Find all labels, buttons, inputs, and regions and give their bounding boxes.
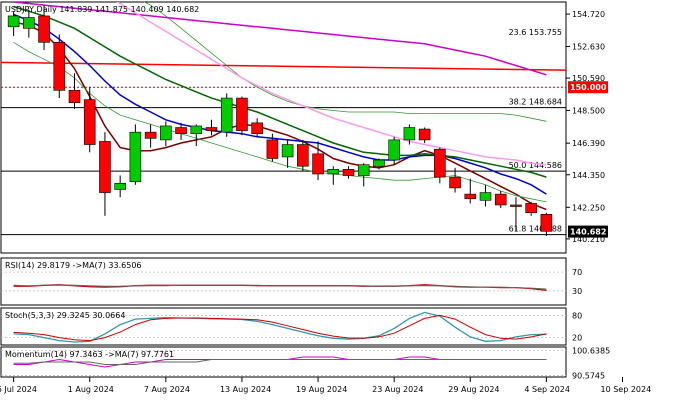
candle-body-35 bbox=[540, 213, 553, 232]
momentum-frame bbox=[0, 346, 567, 378]
stoch-tick-label-1: 20 bbox=[572, 334, 582, 343]
price-tick-label-1: 152.630 bbox=[572, 42, 605, 51]
candle-body-5 bbox=[83, 99, 96, 145]
price-panel-frame bbox=[0, 1, 567, 254]
stoch-tick-label-0: 80 bbox=[572, 311, 582, 320]
level-label-1: 38.2 148.684 bbox=[509, 98, 562, 107]
candle-body-23 bbox=[357, 164, 370, 176]
momentum-ma-values-line bbox=[13, 359, 547, 365]
candle-body-24 bbox=[373, 159, 385, 167]
rsi-tick-label-1: 30 bbox=[572, 287, 582, 296]
moving-average-line-2 bbox=[13, 5, 547, 178]
candle-body-33 bbox=[510, 204, 522, 207]
rsi-frame bbox=[0, 257, 567, 306]
bollinger-upper-line bbox=[143, 2, 547, 122]
x-tick-label-3: 13 Aug 2024 bbox=[220, 385, 271, 394]
last-price-tag-box bbox=[568, 225, 608, 238]
candle-body-21 bbox=[327, 169, 340, 175]
price-tick-label-6: 142.250 bbox=[572, 203, 605, 212]
candle-body-7 bbox=[114, 182, 126, 190]
resistance-line bbox=[0, 61, 567, 71]
candle-body-22 bbox=[342, 169, 355, 176]
moving-average-line-5 bbox=[13, 41, 547, 203]
price-series-group bbox=[7, 2, 553, 236]
candle-body-16 bbox=[251, 122, 263, 134]
candle-body-3 bbox=[53, 41, 66, 91]
candle-body-32 bbox=[494, 193, 507, 206]
rsi-ma-values-line bbox=[13, 284, 547, 290]
x-tick-label-7: 4 Sep 2024 bbox=[524, 385, 570, 394]
level-150-tag-label: 150.000 bbox=[570, 83, 607, 92]
level-150-tag-box bbox=[568, 81, 608, 94]
fib-top-label: 23.6 153.755 bbox=[509, 28, 562, 37]
last-price-tag-label: 140.682 bbox=[570, 228, 606, 237]
stoch-title: Stoch(5,3,3) 29.3245 30.0664 bbox=[5, 311, 125, 320]
candle-body-6 bbox=[99, 141, 111, 193]
candle-body-15 bbox=[236, 97, 248, 131]
x-tick-label-5: 23 Aug 2024 bbox=[372, 385, 423, 394]
momentum-tick-label-0: 100.6385 bbox=[572, 346, 610, 355]
candle-body-13 bbox=[205, 127, 218, 131]
stoch-k-values-line bbox=[13, 311, 547, 343]
candle-body-18 bbox=[281, 144, 294, 158]
x-tick-label-8: 10 Sep 2024 bbox=[601, 385, 652, 394]
candle-body-29 bbox=[449, 176, 461, 189]
price-tick-label-0: 154.720 bbox=[572, 10, 605, 19]
price-tick-label-2: 150.590 bbox=[572, 74, 605, 83]
candle-body-27 bbox=[418, 128, 431, 141]
candle-body-11 bbox=[175, 127, 187, 134]
momentum-tick-label-1: 90.5745 bbox=[572, 372, 605, 381]
x-tick-label-2: 7 Aug 2024 bbox=[144, 385, 190, 394]
candle-body-14 bbox=[220, 97, 233, 133]
momentum-title: Momentum(14) 97.3463 ->MA(7) 97.7761 bbox=[5, 350, 174, 359]
x-tick-label-1: 1 Aug 2024 bbox=[68, 385, 114, 394]
chart-header: USDJPY,Daily 141.839 141.875 140.409 140… bbox=[5, 5, 199, 14]
moving-average-line-4 bbox=[116, 2, 547, 166]
rsi-tick-label-0: 70 bbox=[572, 268, 582, 277]
candle-body-1 bbox=[23, 17, 35, 29]
price-tick-label-3: 148.500 bbox=[572, 106, 605, 115]
candle-body-26 bbox=[403, 127, 416, 141]
candle-body-9 bbox=[144, 131, 157, 139]
candle-body-0 bbox=[7, 15, 20, 28]
candle-body-8 bbox=[129, 131, 142, 183]
candle-body-20 bbox=[312, 153, 324, 175]
level-label-3: 61.8 140.488 bbox=[509, 225, 562, 234]
stoch-d-values-line bbox=[13, 314, 547, 342]
candle-body-17 bbox=[266, 139, 279, 159]
candle-body-12 bbox=[190, 125, 203, 134]
price-tick-label-5: 144.350 bbox=[572, 171, 605, 180]
price-tick-label-7: 140.210 bbox=[572, 235, 605, 244]
candle-body-25 bbox=[388, 139, 400, 161]
candle-body-34 bbox=[525, 203, 537, 214]
candle-body-19 bbox=[297, 144, 309, 167]
rsi-title: RSI(14) 29.8179 ->MA(7) 33.6506 bbox=[5, 261, 142, 270]
candle-body-31 bbox=[479, 192, 492, 201]
level-label-2: 50.0 144.586 bbox=[509, 161, 562, 170]
price-tick-label-4: 146.390 bbox=[572, 139, 605, 148]
stoch-frame bbox=[0, 307, 567, 346]
candle-body-2 bbox=[38, 15, 50, 43]
candle-body-10 bbox=[160, 125, 172, 141]
moving-average-line-1 bbox=[13, 13, 547, 195]
candle-body-30 bbox=[464, 193, 477, 200]
moving-average-line-0 bbox=[13, 21, 547, 211]
moving-average-line-3 bbox=[13, 2, 547, 76]
x-tick-label-6: 29 Aug 2024 bbox=[448, 385, 499, 394]
candle-body-28 bbox=[434, 148, 446, 178]
x-tick-label-0: 26 Jul 2024 bbox=[0, 385, 37, 394]
x-tick-label-4: 19 Aug 2024 bbox=[296, 385, 347, 394]
candle-body-4 bbox=[68, 90, 81, 104]
